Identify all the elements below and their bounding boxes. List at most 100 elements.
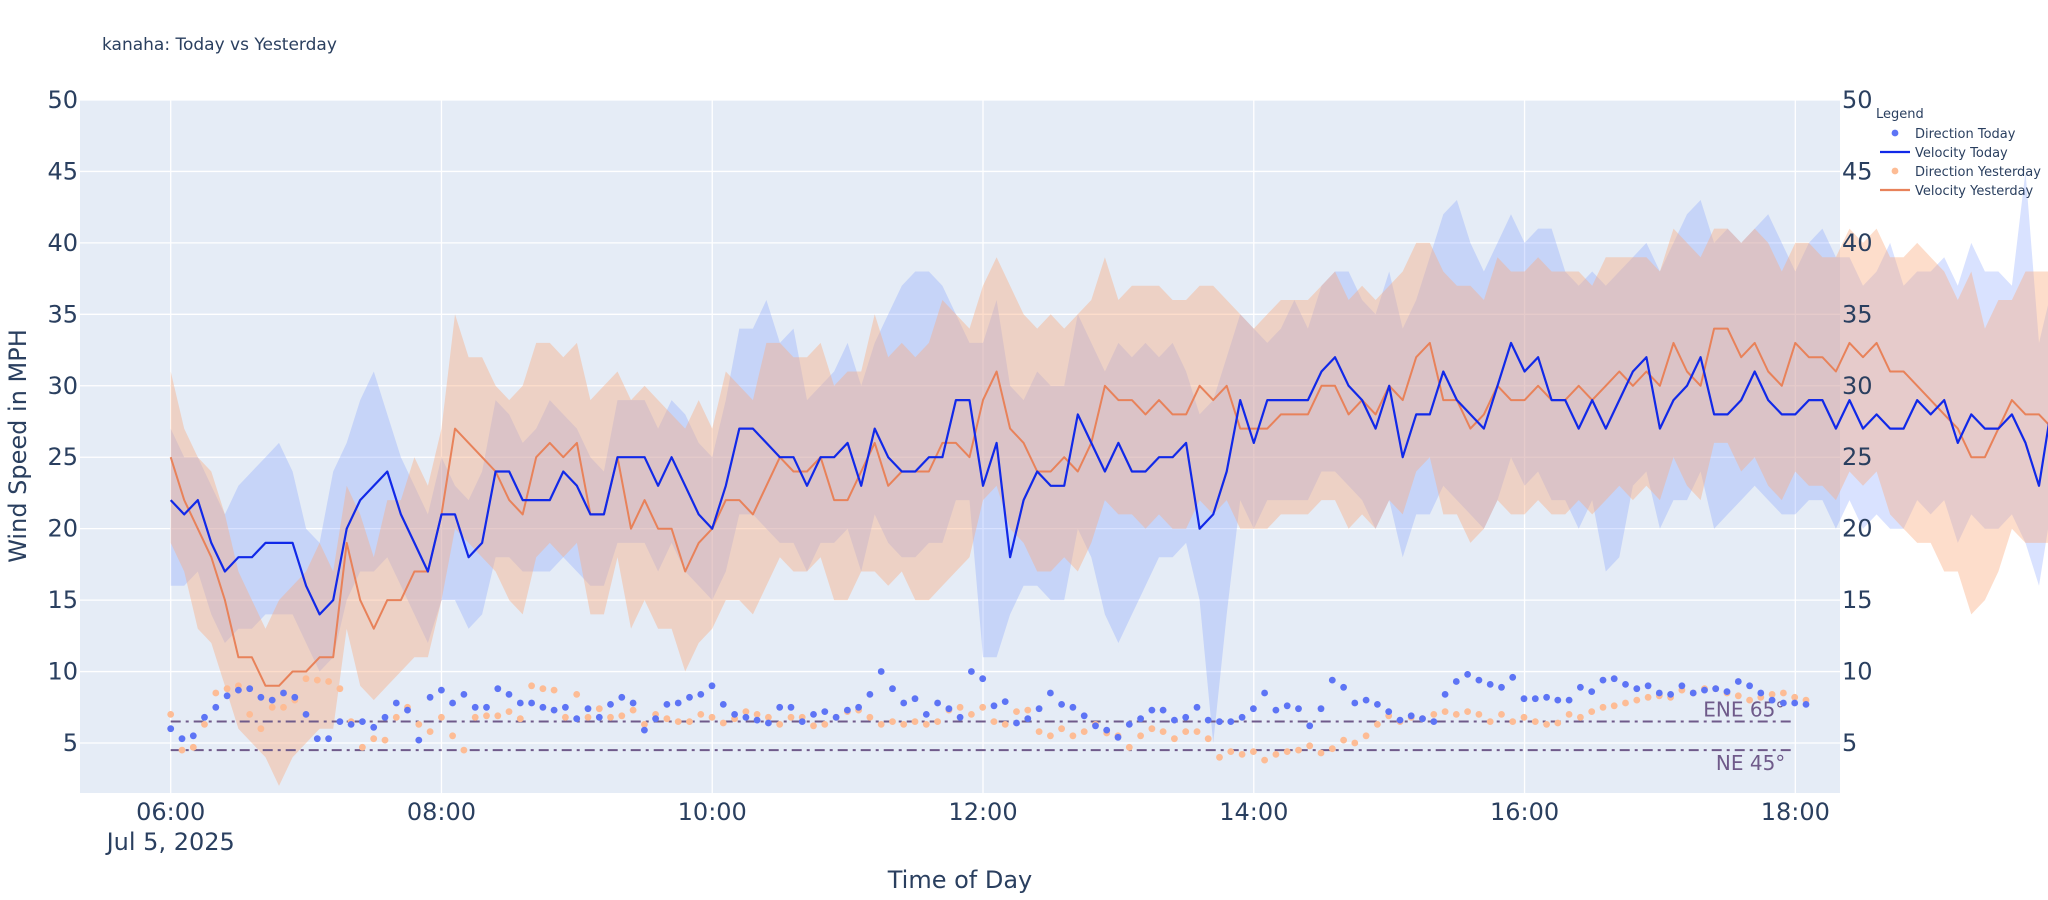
point-direction-yesterday (1543, 721, 1550, 728)
point-direction-today (1283, 702, 1291, 710)
point-direction-today (201, 713, 208, 721)
point-direction-yesterday (1768, 691, 1776, 698)
point-direction-today (1441, 691, 1449, 698)
point-direction-today (1125, 721, 1133, 728)
y-tick-label: 10 (47, 658, 78, 686)
point-direction-today (1577, 683, 1584, 691)
point-direction-today (167, 725, 175, 733)
point-direction-today (1306, 722, 1314, 730)
x-tick-label: 18:00 (1761, 798, 1830, 826)
point-direction-today (562, 703, 569, 711)
point-direction-today (280, 689, 287, 697)
y-tick-label-right: 20 (1842, 515, 1873, 543)
point-direction-yesterday (1080, 728, 1088, 735)
point-direction-yesterday (595, 705, 603, 713)
point-direction-yesterday (528, 682, 535, 690)
point-direction-yesterday (1565, 711, 1573, 718)
point-direction-yesterday (449, 732, 456, 740)
y-tick-label: 40 (47, 229, 78, 257)
point-direction-today (798, 718, 806, 725)
point-direction-yesterday (719, 719, 727, 727)
x-axis-title: Time of Day (887, 866, 1033, 894)
point-direction-today (1768, 696, 1776, 704)
point-direction-today (1667, 691, 1674, 698)
point-direction-today (1791, 699, 1799, 707)
point-direction-today (404, 706, 411, 714)
point-direction-today (1114, 733, 1122, 741)
point-direction-yesterday (584, 713, 592, 721)
point-direction-today (178, 735, 186, 743)
point-direction-yesterday (246, 711, 254, 718)
point-direction-today (1802, 701, 1810, 708)
point-direction-today (1193, 703, 1201, 711)
point-direction-today (1622, 681, 1629, 688)
legend-entry: Direction Today (1915, 127, 2016, 142)
point-direction-yesterday (1227, 748, 1235, 755)
point-direction-yesterday (212, 689, 220, 697)
point-direction-yesterday (1498, 711, 1505, 718)
point-direction-yesterday (1204, 735, 1212, 743)
point-direction-yesterday (1610, 702, 1618, 710)
point-direction-today (810, 711, 817, 718)
point-direction-yesterday (1272, 751, 1280, 758)
point-direction-yesterday (167, 711, 175, 718)
point-direction-yesterday (1554, 719, 1562, 727)
point-direction-yesterday (1250, 748, 1257, 755)
point-direction-yesterday (1193, 728, 1201, 735)
point-direction-today (663, 701, 671, 708)
point-direction-today (1430, 718, 1438, 725)
point-direction-today (1328, 676, 1336, 684)
point-direction-today (1531, 695, 1539, 703)
point-direction-today (471, 703, 479, 711)
point-direction-today (1780, 699, 1787, 707)
point-direction-today (1137, 715, 1144, 723)
point-direction-yesterday (641, 721, 648, 728)
point-direction-yesterday (539, 685, 547, 693)
point-direction-today (246, 685, 254, 693)
point-direction-today (1103, 726, 1111, 734)
velocity-bands (170, 171, 2048, 786)
legend-title: Legend (1876, 107, 1924, 122)
point-direction-yesterday (1283, 748, 1291, 755)
point-direction-yesterday (787, 713, 795, 721)
y-tick-label: 30 (47, 372, 78, 400)
point-direction-yesterday (1588, 708, 1596, 715)
x-tick-label: 14:00 (1219, 798, 1288, 826)
point-direction-today (505, 691, 513, 698)
point-direction-today (359, 718, 366, 725)
point-direction-today (652, 715, 659, 723)
y-axis-right-ticks: 5 10 15 20 25 30 35 40 45 50 (1842, 86, 1873, 757)
point-direction-today (1250, 705, 1257, 713)
point-direction-today (1520, 695, 1528, 703)
point-direction-today (1069, 703, 1077, 711)
point-direction-today (1734, 678, 1742, 685)
point-direction-yesterday (562, 713, 569, 721)
point-direction-today (1407, 712, 1415, 720)
point-direction-yesterday (629, 706, 637, 714)
point-direction-yesterday (934, 718, 941, 725)
point-direction-today (1746, 682, 1753, 690)
point-direction-today (584, 705, 592, 713)
legend[interactable]: Legend Direction Today Velocity Today Direc… (1876, 107, 2041, 199)
point-direction-yesterday (201, 721, 208, 728)
point-direction-today (257, 693, 265, 701)
band-velocity-yesterday (170, 228, 2048, 786)
point-direction-today (1701, 686, 1708, 694)
y-tick-label-right: 15 (1842, 586, 1873, 614)
y-tick-label: 45 (47, 157, 78, 185)
point-direction-yesterday (1520, 713, 1528, 721)
y-tick-label-right: 40 (1842, 229, 1873, 257)
point-direction-yesterday (810, 722, 817, 730)
point-direction-today (1080, 712, 1088, 720)
y-axis-title: Wind Speed in MPH (4, 329, 32, 563)
point-direction-today (1610, 675, 1618, 683)
point-direction-yesterday (1171, 735, 1178, 743)
point-direction-today (686, 693, 693, 701)
point-direction-yesterday (336, 685, 344, 693)
point-direction-yesterday (1374, 721, 1381, 728)
point-direction-yesterday (1024, 706, 1032, 714)
point-direction-yesterday (697, 711, 705, 718)
point-direction-today (494, 685, 502, 693)
point-direction-today (855, 703, 862, 711)
